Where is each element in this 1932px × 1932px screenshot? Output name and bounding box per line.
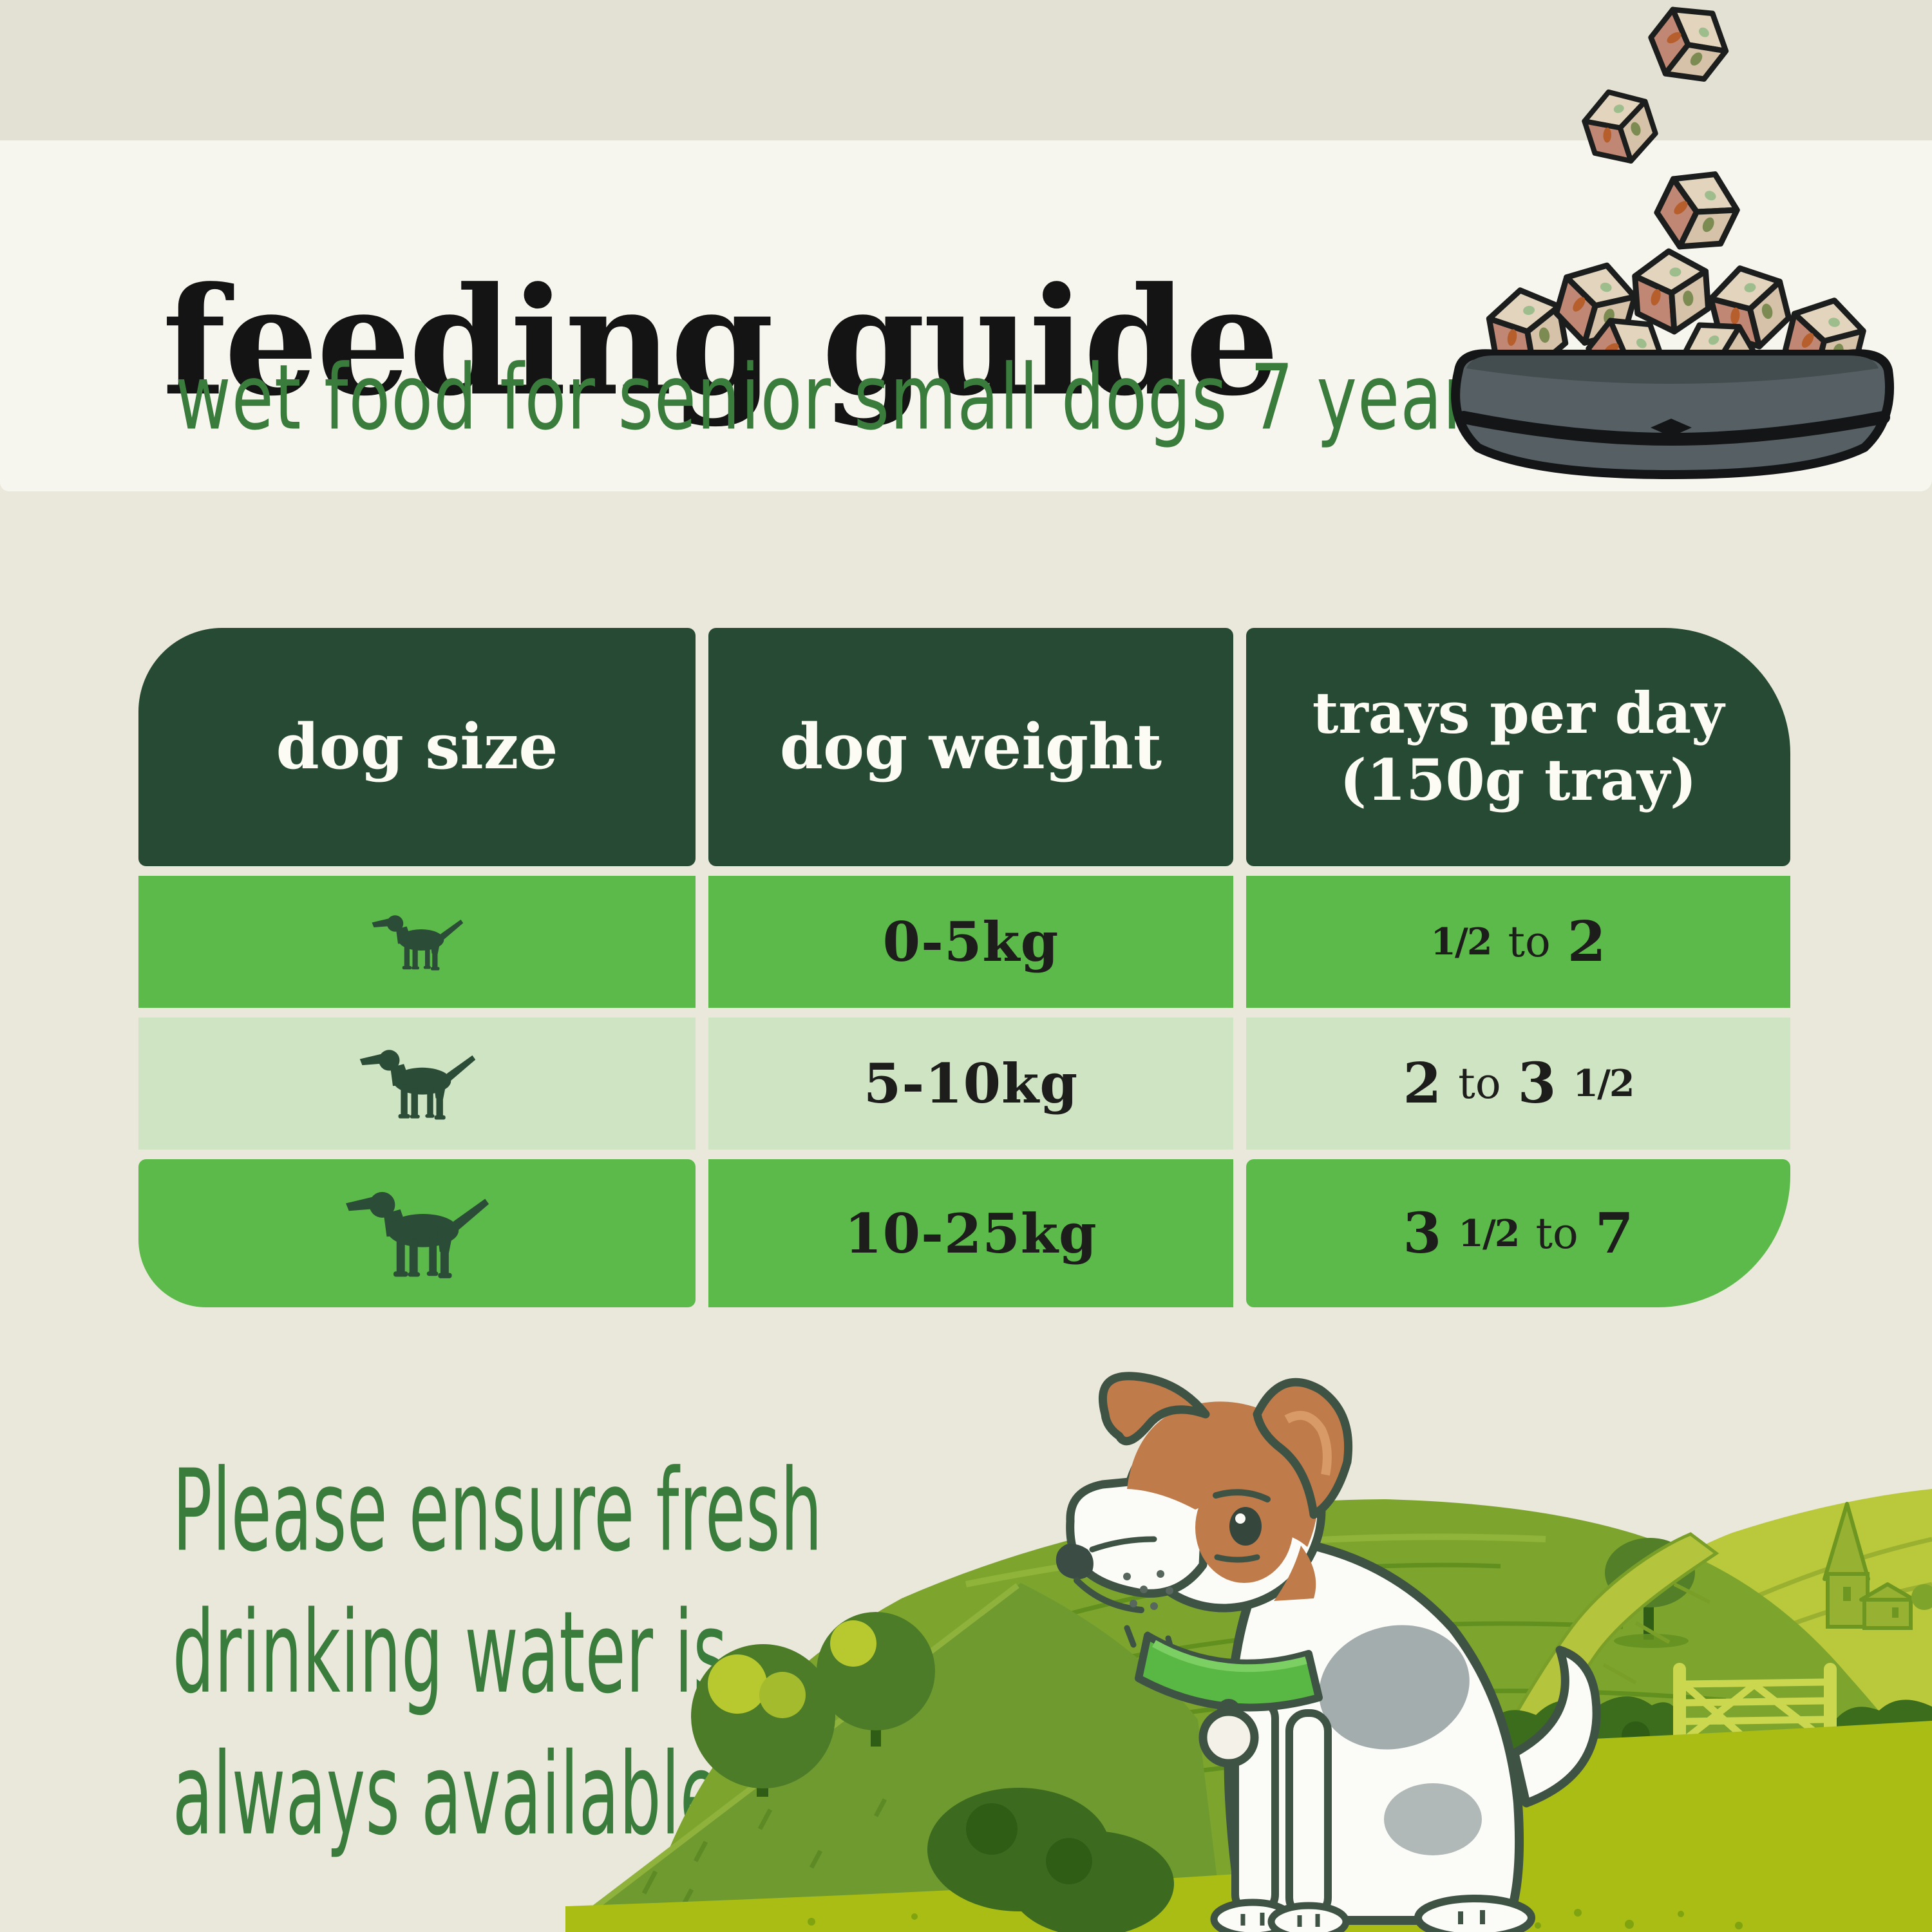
row1-trays-cell: 1/2 to 2	[1246, 876, 1790, 1008]
dog-collar	[1135, 1632, 1323, 1712]
bowl	[1451, 349, 1895, 479]
foreground-bushes	[927, 1788, 1174, 1932]
jack-russell-dog	[1056, 1372, 1601, 1932]
trays-value-part: 1/2	[1458, 1211, 1520, 1255]
dog-weight-value: 0-5kg	[882, 910, 1059, 974]
trays-per-day-value: 1/2 to 2	[1422, 909, 1614, 974]
row1-dog-weight-cell: 0-5kg	[708, 876, 1233, 1008]
large-dog-silhouette-icon	[346, 1191, 489, 1278]
water-note-line: Please ensure fresh	[173, 1445, 823, 1578]
water-note-line: always available.	[173, 1729, 743, 1861]
hillside-trees	[691, 1612, 935, 1797]
falling-cube-1	[1639, 0, 1739, 95]
water-note: Please ensure fresh drinking water is al…	[173, 1441, 822, 1866]
falling-cube-2	[1578, 82, 1662, 171]
trays-value-part: 7	[1595, 1200, 1634, 1266]
dog-collar-tag	[1198, 1699, 1259, 1768]
dog-left-ear	[1099, 1372, 1210, 1446]
column-header-label: dog weight	[779, 710, 1162, 784]
feeding-table: dog size dog weight trays per day (150g …	[138, 628, 1790, 1307]
page-title: feeding guide	[162, 255, 1279, 430]
water-note-line: drinking water is	[173, 1587, 728, 1719]
trays-header-line2: (150g tray)	[1340, 746, 1697, 813]
church-silhouette	[1823, 1502, 1932, 1630]
dog-weight-value: 5-10kg	[863, 1052, 1079, 1115]
trays-value-part: 1/2	[1430, 920, 1492, 963]
countryside-illustration	[565, 1372, 1932, 1932]
column-header-trays-per-day: trays per day (150g tray)	[1246, 628, 1790, 866]
row1-dog-size-cell	[138, 876, 696, 1008]
trays-value-part: to	[1535, 1208, 1578, 1258]
trays-value-part: 2	[1567, 909, 1606, 974]
dog-tail	[1510, 1645, 1601, 1808]
row3-dog-weight-cell: 10-25kg	[708, 1159, 1233, 1307]
row2-dog-weight-cell: 5-10kg	[708, 1018, 1233, 1150]
row3-dog-size-cell	[138, 1159, 696, 1307]
dog-right-ear	[1253, 1378, 1353, 1519]
dog-weight-value: 10-25kg	[844, 1201, 1097, 1265]
row2-dog-size-cell	[138, 1018, 696, 1150]
small-dog-silhouette-icon	[372, 915, 463, 971]
trays-value-part: to	[1508, 917, 1551, 967]
trays-header-line1: trays per day	[1312, 679, 1725, 747]
column-header-dog-size: dog size	[138, 628, 696, 866]
row3-trays-cell: 3 1/2 to 7	[1246, 1159, 1790, 1307]
dog-bowl-illustration	[1451, 0, 1895, 479]
column-header-label: trays per day (150g tray)	[1312, 679, 1725, 814]
trays-value-part: to	[1458, 1059, 1501, 1108]
trays-per-day-value: 3 1/2 to 7	[1394, 1201, 1642, 1266]
trays-per-day-value: 2 to 3 1/2	[1394, 1051, 1642, 1116]
medium-dog-silhouette-icon	[359, 1050, 475, 1120]
trays-value-part: 1/2	[1573, 1062, 1634, 1105]
trays-value-part: 3	[1517, 1051, 1557, 1116]
page-subtitle: wet food for senior small dogs 7 years+	[175, 345, 1566, 450]
row2-trays-cell: 2 to 3 1/2	[1246, 1018, 1790, 1150]
trays-value-part: 3	[1403, 1200, 1442, 1266]
trays-value-part: 2	[1403, 1051, 1442, 1116]
falling-cube-3	[1648, 158, 1747, 262]
dog-hind-paw	[1414, 1895, 1535, 1932]
column-header-label: dog size	[276, 710, 558, 784]
column-header-dog-weight: dog weight	[708, 628, 1233, 866]
